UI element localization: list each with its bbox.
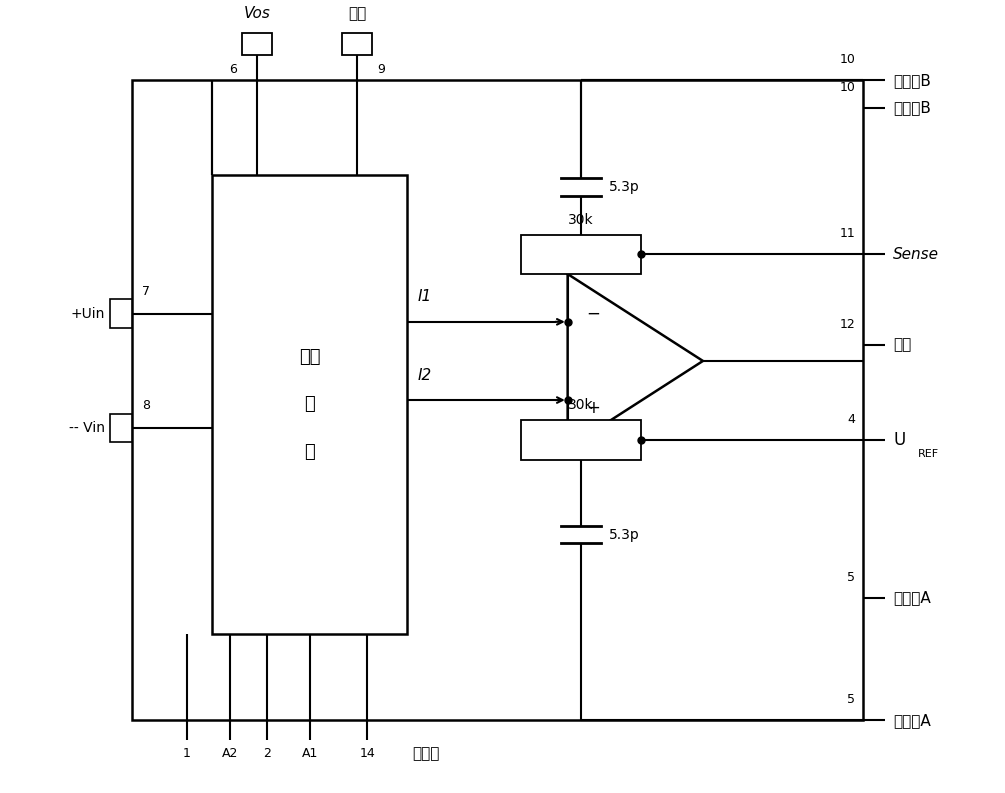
Text: 滤波器B: 滤波器B xyxy=(893,101,932,116)
Text: 滤波器B: 滤波器B xyxy=(893,73,932,88)
Bar xyxy=(132,80,863,721)
Bar xyxy=(342,33,372,56)
Text: 11: 11 xyxy=(839,227,855,240)
Bar xyxy=(242,33,272,56)
Text: 滤波器A: 滤波器A xyxy=(893,713,931,728)
Text: U: U xyxy=(893,431,906,449)
Text: A2: A2 xyxy=(222,746,238,760)
Text: I2: I2 xyxy=(417,368,431,383)
Text: 电: 电 xyxy=(305,396,315,413)
Text: 滤波器A: 滤波器A xyxy=(893,591,931,606)
Text: 12: 12 xyxy=(839,318,855,331)
Text: 调整: 调整 xyxy=(348,6,366,21)
Text: I1: I1 xyxy=(417,289,431,305)
Text: 5.3p: 5.3p xyxy=(609,180,639,194)
Text: Sense: Sense xyxy=(893,247,940,262)
Text: 逻辑: 逻辑 xyxy=(298,348,321,366)
Text: A1: A1 xyxy=(302,746,319,760)
Text: Vos: Vos xyxy=(243,6,270,21)
Text: 10: 10 xyxy=(839,81,855,94)
Text: 5: 5 xyxy=(847,693,855,707)
Text: 8: 8 xyxy=(142,400,150,412)
Text: REF: REF xyxy=(918,449,939,459)
Text: 输出: 输出 xyxy=(893,338,912,353)
Text: -- Vin: -- Vin xyxy=(68,421,105,435)
Text: 10: 10 xyxy=(839,53,855,66)
Text: 1: 1 xyxy=(183,746,191,760)
Text: 6: 6 xyxy=(229,63,237,76)
Text: 2: 2 xyxy=(263,746,271,760)
Text: 数字地: 数字地 xyxy=(412,746,439,761)
Text: 5.3p: 5.3p xyxy=(609,528,639,542)
Text: −: − xyxy=(586,305,600,323)
Text: 4: 4 xyxy=(847,412,855,426)
Text: 5: 5 xyxy=(847,571,855,584)
Bar xyxy=(110,299,132,328)
Bar xyxy=(521,420,641,460)
Text: 30k: 30k xyxy=(568,213,594,227)
Bar xyxy=(212,175,407,634)
Text: 9: 9 xyxy=(377,63,385,76)
Text: 30k: 30k xyxy=(568,398,594,412)
Bar xyxy=(521,235,641,274)
Text: 路: 路 xyxy=(305,442,315,461)
Bar xyxy=(110,414,132,442)
Text: 14: 14 xyxy=(360,746,375,760)
Text: 7: 7 xyxy=(142,285,150,297)
Text: +: + xyxy=(586,399,600,417)
Text: +Uin: +Uin xyxy=(70,307,105,320)
